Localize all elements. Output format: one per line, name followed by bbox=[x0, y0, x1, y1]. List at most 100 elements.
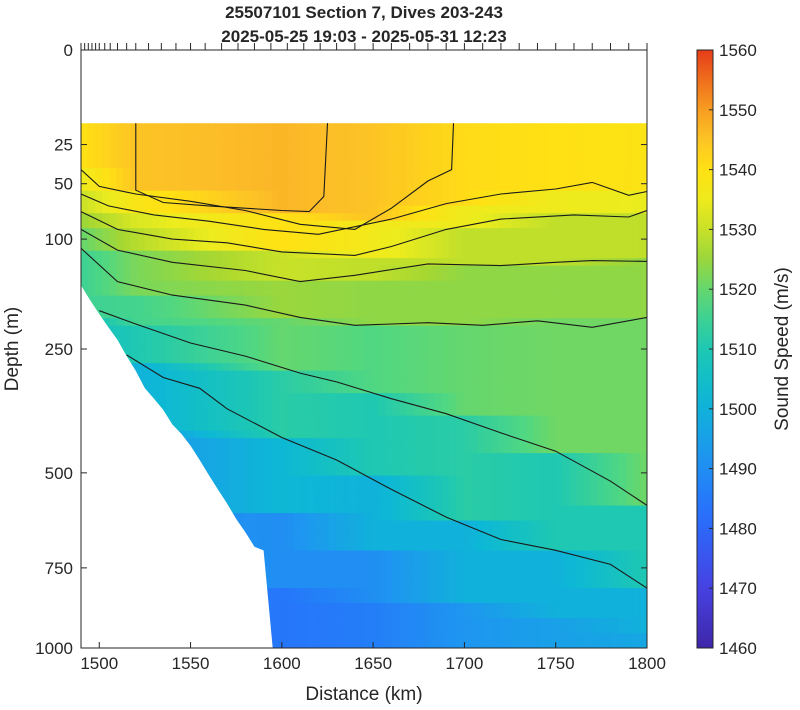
field-cell bbox=[95, 123, 103, 132]
field-cell bbox=[293, 580, 301, 589]
field-cell bbox=[562, 543, 570, 552]
field-cell bbox=[526, 610, 535, 619]
field-cell bbox=[463, 408, 471, 417]
field-cell bbox=[172, 393, 181, 402]
field-cell bbox=[264, 183, 273, 192]
field-cell bbox=[392, 168, 400, 177]
field-cell bbox=[555, 220, 563, 229]
field-cell bbox=[555, 168, 563, 177]
field-cell bbox=[406, 220, 415, 229]
field-cell bbox=[576, 333, 584, 342]
field-cell bbox=[222, 363, 231, 372]
field-cell bbox=[583, 153, 591, 162]
field-cell bbox=[314, 573, 323, 582]
field-cell bbox=[526, 258, 535, 267]
field-cell bbox=[498, 258, 507, 267]
field-cell bbox=[165, 408, 174, 417]
field-cell bbox=[321, 175, 330, 184]
field-cell bbox=[434, 640, 443, 648]
field-cell bbox=[349, 460, 358, 469]
field-cell bbox=[172, 363, 181, 372]
field-cell bbox=[540, 340, 549, 349]
field-cell bbox=[434, 273, 443, 282]
field-cell bbox=[194, 250, 202, 259]
field-cell bbox=[470, 325, 478, 334]
field-cell bbox=[427, 483, 436, 492]
field-cell bbox=[512, 198, 521, 207]
field-cell bbox=[477, 438, 485, 447]
field-cell bbox=[342, 235, 351, 244]
field-cell bbox=[321, 505, 330, 514]
field-cell bbox=[491, 400, 500, 409]
field-cell bbox=[378, 183, 386, 192]
field-cell bbox=[116, 280, 125, 289]
field-cell bbox=[519, 453, 528, 462]
field-cell bbox=[109, 295, 117, 304]
field-cell bbox=[116, 303, 125, 312]
field-cell bbox=[399, 453, 408, 462]
field-cell bbox=[434, 168, 443, 177]
field-cell bbox=[222, 453, 231, 462]
field-cell bbox=[123, 310, 132, 319]
field-cell bbox=[279, 355, 287, 364]
field-cell bbox=[491, 220, 500, 229]
field-cell bbox=[307, 610, 316, 619]
field-cell bbox=[505, 408, 514, 417]
field-cell bbox=[321, 243, 330, 252]
field-cell bbox=[300, 175, 308, 184]
field-cell bbox=[512, 565, 521, 574]
field-cell bbox=[243, 423, 252, 432]
field-cell bbox=[300, 393, 308, 402]
field-cell bbox=[229, 333, 238, 342]
field-cell bbox=[165, 310, 174, 319]
field-cell bbox=[540, 183, 549, 192]
field-cell bbox=[477, 273, 485, 282]
field-cell bbox=[498, 633, 507, 642]
field-cell bbox=[371, 445, 379, 454]
field-cell bbox=[307, 625, 316, 634]
field-cell bbox=[349, 228, 358, 237]
field-cell bbox=[349, 175, 358, 184]
field-cell bbox=[328, 475, 337, 484]
field-cell bbox=[286, 528, 294, 537]
field-cell bbox=[314, 273, 323, 282]
field-cell bbox=[576, 243, 584, 252]
field-cell bbox=[321, 580, 330, 589]
field-cell bbox=[526, 303, 535, 312]
field-cell bbox=[477, 243, 485, 252]
field-cell bbox=[194, 355, 202, 364]
field-cell bbox=[562, 565, 570, 574]
field-cell bbox=[526, 265, 535, 274]
field-cell bbox=[526, 250, 535, 259]
field-cell bbox=[158, 190, 167, 199]
field-cell bbox=[307, 175, 316, 184]
field-cell bbox=[378, 468, 386, 477]
field-cell bbox=[279, 558, 287, 567]
field-cell bbox=[547, 460, 556, 469]
field-cell bbox=[314, 190, 323, 199]
field-cell bbox=[243, 153, 252, 162]
field-cell bbox=[498, 243, 507, 252]
field-cell bbox=[576, 378, 584, 387]
field-cell bbox=[413, 340, 422, 349]
field-cell bbox=[519, 550, 528, 559]
field-cell bbox=[455, 415, 464, 424]
field-cell bbox=[519, 393, 528, 402]
field-cell bbox=[109, 138, 117, 147]
field-cell bbox=[172, 310, 181, 319]
field-cell bbox=[102, 205, 110, 214]
field-cell bbox=[413, 393, 422, 402]
field-cell bbox=[555, 408, 563, 417]
field-cell bbox=[484, 640, 492, 648]
field-cell bbox=[321, 348, 330, 357]
field-cell bbox=[371, 288, 379, 297]
field-cell bbox=[293, 393, 301, 402]
field-cell bbox=[512, 265, 521, 274]
field-cell bbox=[463, 168, 471, 177]
field-cell bbox=[286, 400, 294, 409]
field-cell bbox=[342, 603, 351, 612]
field-cell bbox=[413, 438, 422, 447]
field-cell bbox=[328, 310, 337, 319]
field-cell bbox=[116, 183, 125, 192]
field-cell bbox=[335, 168, 344, 177]
